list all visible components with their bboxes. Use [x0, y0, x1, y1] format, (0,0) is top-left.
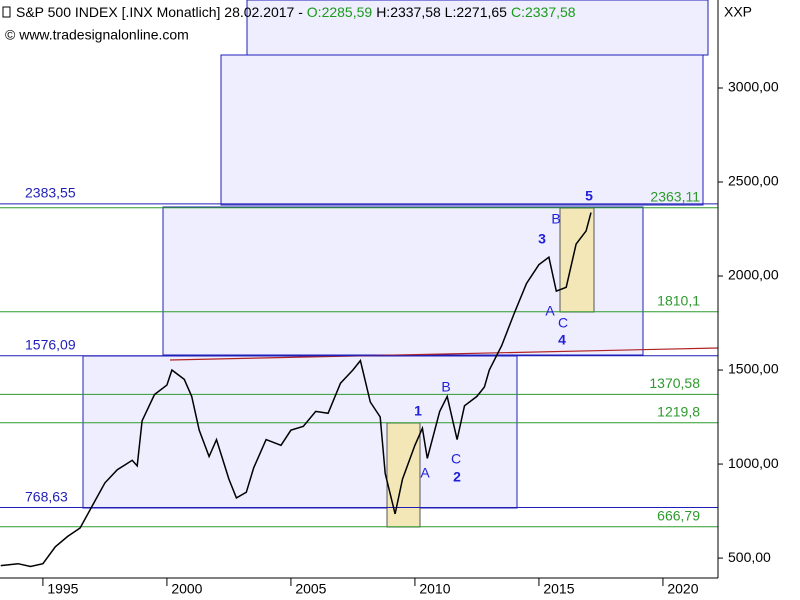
wave-label: C: [451, 451, 461, 467]
x-tick-label: 2005: [295, 581, 326, 597]
y-tick-label: 1000,00: [728, 455, 779, 471]
wave-label: 3: [538, 231, 546, 247]
box: [246, 0, 709, 56]
wave-label: 1: [414, 403, 422, 419]
wave-label: B: [551, 211, 560, 227]
x-tick-label: 2015: [543, 581, 574, 597]
trend-line: [169, 347, 719, 361]
x-tick-label: 2010: [419, 581, 450, 597]
close: C:2337,58: [511, 4, 576, 20]
high-low: H:2337,58 L:2271,65: [376, 4, 507, 20]
wave-label: 5: [585, 188, 593, 204]
level-label: 1576,09: [25, 336, 76, 352]
box: [220, 54, 704, 206]
wave-box: [559, 207, 595, 313]
y-tick-label: 3000,00: [728, 79, 779, 95]
level-label: 2383,55: [25, 185, 76, 201]
wave-label: A: [545, 303, 555, 319]
y-tick-label: 2500,00: [728, 173, 779, 189]
level-label: 666,79: [657, 507, 700, 523]
x-tick-label: 2020: [667, 581, 698, 597]
level-label: 768,63: [25, 488, 68, 504]
box: [82, 355, 518, 509]
level-label: 1810,1: [657, 292, 700, 308]
title: S&P 500 INDEX [.INX Monatlich] 28.02.201…: [16, 4, 307, 20]
y-tick-label: 500,00: [728, 549, 771, 565]
level-label: 1370,58: [649, 375, 700, 391]
level-label: 1219,8: [657, 403, 700, 419]
icon: [2, 6, 11, 18]
x-tick-label: 2000: [171, 581, 202, 597]
header: S&P 500 INDEX [.INX Monatlich] 28.02.201…: [16, 4, 576, 20]
wave-label: A: [420, 465, 430, 481]
y-tick-label: 1500,00: [728, 361, 779, 377]
x-tick-label: 1995: [47, 581, 78, 597]
open: O:2285,59: [307, 4, 373, 20]
copyright: © www.tradesignalonline.com: [5, 27, 189, 43]
level-label: 2363,11: [650, 188, 700, 204]
wave-label: 2: [453, 469, 461, 485]
axis-label: XXP: [724, 4, 752, 20]
wave-label: 4: [558, 332, 566, 348]
wave-label: B: [441, 379, 450, 395]
y-tick-label: 2000,00: [728, 267, 779, 283]
wave-label: C: [558, 315, 568, 331]
price-line: [0, 212, 592, 568]
